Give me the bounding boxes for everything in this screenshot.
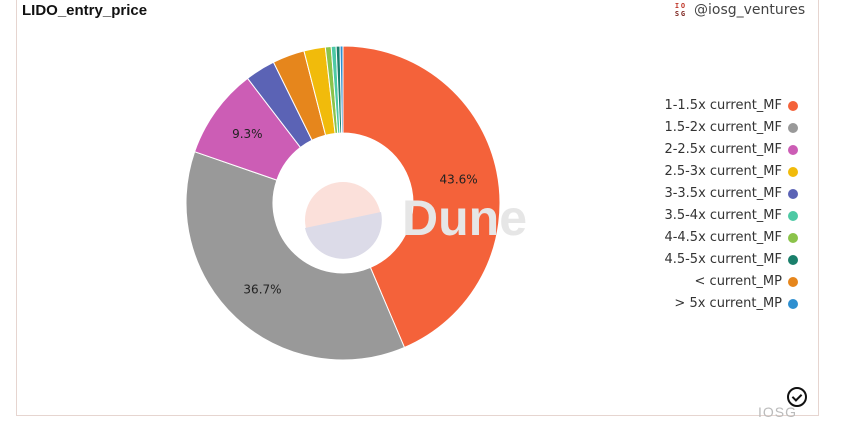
- legend-color-dot: [788, 255, 798, 265]
- legend-color-dot: [788, 299, 798, 309]
- chart-title: LIDO_entry_price: [22, 2, 148, 19]
- legend-label: 2-2.5x current_MF: [664, 142, 782, 157]
- legend-item[interactable]: 4-4.5x current_MF: [620, 227, 800, 249]
- legend-item[interactable]: 2.5-3x current_MF: [620, 161, 800, 183]
- author-handle-text: @iosg_ventures: [694, 2, 806, 18]
- legend-color-dot: [788, 167, 798, 177]
- legend-item[interactable]: 3-3.5x current_MF: [620, 183, 800, 205]
- donut-slices: [185, 45, 501, 361]
- legend-color-dot: [788, 101, 798, 111]
- iosg-watermark: IOSG: [758, 404, 798, 420]
- donut-slice[interactable]: [185, 151, 406, 361]
- legend-label: 3-3.5x current_MF: [664, 186, 782, 201]
- slice-labels: 43.6% 36.7% 9.3%: [232, 127, 478, 296]
- legend-label: 1-1.5x current_MF: [664, 98, 782, 113]
- slice-label: 9.3%: [232, 127, 263, 141]
- donut-slice[interactable]: [342, 45, 501, 349]
- legend-label: 4-4.5x current_MF: [664, 230, 782, 245]
- legend-label: 3.5-4x current_MF: [664, 208, 782, 223]
- legend-label: 1.5-2x current_MF: [664, 120, 782, 135]
- legend-color-dot: [788, 189, 798, 199]
- legend-label: < current_MP: [694, 274, 782, 289]
- legend-item[interactable]: 1.5-2x current_MF: [620, 117, 800, 139]
- chart-card: [16, 0, 819, 416]
- dune-watermark-logo: Dune: [305, 182, 527, 259]
- legend-item[interactable]: 2-2.5x current_MF: [620, 139, 800, 161]
- legend-color-dot: [788, 145, 798, 155]
- legend-item[interactable]: < current_MP: [620, 271, 800, 293]
- slice-label: 36.7%: [243, 282, 281, 296]
- legend-item[interactable]: 1-1.5x current_MF: [620, 95, 800, 117]
- chart-legend: 1-1.5x current_MF 1.5-2x current_MF 2-2.5x…: [620, 95, 800, 315]
- check-circle-icon[interactable]: [787, 387, 807, 407]
- legend-item[interactable]: 4.5-5x current_MF: [620, 249, 800, 271]
- legend-label: 2.5-3x current_MF: [664, 164, 782, 179]
- dune-watermark-text: Dune: [402, 190, 527, 246]
- legend-label: 4.5-5x current_MF: [664, 252, 782, 267]
- legend-color-dot: [788, 233, 798, 243]
- legend-color-dot: [788, 123, 798, 133]
- legend-color-dot: [788, 211, 798, 221]
- donut-slice[interactable]: [339, 45, 344, 134]
- legend-label: > 5x current_MP: [674, 296, 782, 311]
- legend-item[interactable]: > 5x current_MP: [620, 293, 800, 315]
- legend-item[interactable]: 3.5-4x current_MF: [620, 205, 800, 227]
- legend-color-dot: [788, 277, 798, 287]
- slice-label: 43.6%: [440, 172, 478, 186]
